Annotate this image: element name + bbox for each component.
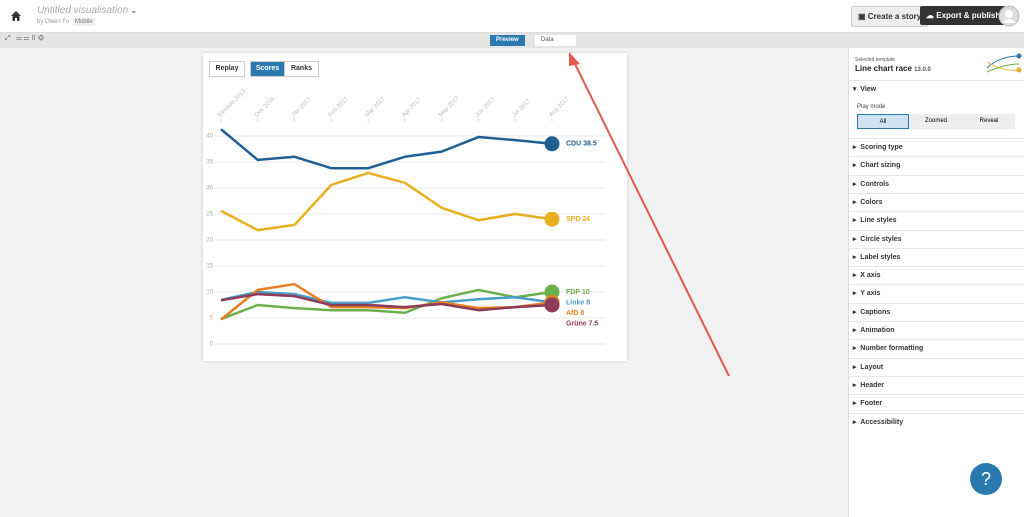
section-label: X axis	[860, 272, 881, 280]
series-line	[220, 292, 553, 312]
annotation-arrow	[569, 52, 730, 377]
y-tick-label: 10	[206, 290, 213, 296]
series-line	[220, 290, 553, 305]
section-label: Footer	[860, 400, 883, 408]
section-label: Label styles	[860, 253, 901, 261]
section-label: Y axis	[860, 290, 881, 298]
series-label: SPD 24	[566, 216, 590, 223]
panel-section[interactable]: ▸ Label styles	[849, 247, 1024, 267]
data-tab[interactable]: Data	[535, 35, 576, 46]
y-tick-label: 40	[206, 134, 213, 140]
series-line	[220, 288, 553, 321]
export-button[interactable]: ☁ Export & publish	[920, 6, 1007, 25]
create-story-button[interactable]: ▣ Create a story	[851, 6, 929, 27]
panel-section[interactable]: ▸ Circle styles	[849, 229, 1024, 249]
end-circle	[544, 297, 560, 313]
panel-section[interactable]: ▸ Line styles	[849, 211, 1024, 230]
series-label: Grüne 7.5	[566, 320, 598, 327]
panel-section[interactable]: ▸ Animation	[849, 321, 1024, 340]
help-button[interactable]: ?	[970, 463, 1002, 495]
y-tick-label: 25	[206, 212, 213, 218]
home-icon[interactable]	[10, 10, 22, 22]
end-circle	[544, 136, 560, 152]
section-label: Header	[860, 381, 885, 389]
section-label: Circle styles	[860, 235, 902, 243]
section-label: Colors	[860, 198, 883, 206]
dropdown[interactable]: ⌄	[130, 5, 138, 15]
section-label: Layout	[860, 363, 884, 371]
play-mode-option[interactable]: All	[857, 114, 909, 129]
control-button[interactable]: Scores	[250, 61, 285, 77]
panel-section[interactable]: ▸ Colors	[849, 192, 1024, 212]
play-mode-option[interactable]: Reveal	[979, 118, 999, 124]
view-section[interactable]: ▾ View	[849, 80, 1024, 99]
panel-section[interactable]: ▸ Chart sizing	[849, 156, 1024, 175]
series-label: AfD 8	[566, 310, 584, 317]
section-label: Accessibility	[860, 418, 904, 426]
y-tick-label: 5	[210, 316, 214, 322]
series-line	[220, 128, 553, 170]
template-name: Line chart race 13.0.0	[855, 64, 931, 73]
template-thumb	[986, 53, 1022, 73]
section-label: Animation	[860, 327, 895, 334]
toolbar: ⤢ ▭ ▭ ▯ ⚙ Preview Data	[0, 33, 1024, 48]
section-label: Controls	[860, 180, 890, 188]
section-label: Captions	[860, 308, 891, 316]
control-button[interactable]: Replay	[209, 61, 245, 77]
series-label: CDU 38.5	[566, 141, 597, 148]
y-tick-label: 30	[206, 186, 213, 192]
byline: by Owen Fo	[37, 19, 70, 25]
title[interactable]: Untitled visualisation	[37, 5, 129, 16]
play-mode-option[interactable]: Zoomed	[924, 118, 947, 124]
y-tick-label: 35	[206, 160, 213, 166]
section-label: Scoring type	[860, 144, 903, 151]
end-circle	[544, 284, 560, 300]
panel-section[interactable]: ▸ Scoring type	[849, 138, 1024, 157]
panel-section[interactable]: ▸ Layout	[849, 357, 1024, 377]
panel-section[interactable]: ▸ Captions	[849, 302, 1024, 322]
panel-section[interactable]: ▸ Controls	[849, 174, 1024, 194]
panel-section[interactable]: ▸ Number formatting	[849, 339, 1024, 358]
panel-section[interactable]: ▸ Header	[849, 375, 1024, 395]
template-label: Line chart race	[855, 64, 912, 73]
panel-section[interactable]: ▸ X axis	[849, 266, 1024, 285]
section-label: Chart sizing	[860, 162, 901, 170]
y-tick-label: 0	[210, 342, 214, 348]
panel-section[interactable]: ▸ Accessibility	[849, 412, 1024, 432]
button-label: Create a story	[867, 12, 922, 21]
preview-tab[interactable]: Preview	[490, 35, 525, 46]
button-label: Export & publish	[936, 11, 1001, 20]
y-tick-label: 20	[206, 238, 213, 244]
play-mode-switch: All Zoomed Reveal	[857, 114, 1015, 129]
settings-panel: Selected template Line chart race 13.0.0…	[848, 48, 1024, 517]
y-tick-label: 15	[206, 264, 213, 270]
play-mode-label: Play mode	[857, 104, 886, 110]
panel-section[interactable]: ▸ Y axis	[849, 284, 1024, 303]
device-icons[interactable]: ⤢ ▭ ▭ ▯ ⚙	[5, 35, 44, 42]
top-bar: Untitled visualisation ⌄ by Owen Fo Mobi…	[0, 0, 1024, 33]
avatar[interactable]	[998, 5, 1020, 27]
section-label: Number formatting	[860, 345, 924, 353]
series-label: FDP 10	[566, 289, 590, 296]
version: 13.0.0	[914, 67, 931, 73]
series-line	[220, 171, 553, 232]
panel-section[interactable]: ▸ Footer	[849, 394, 1024, 413]
end-circle	[544, 211, 560, 227]
series-label: Linke 8	[566, 299, 590, 306]
section-label: View	[860, 86, 877, 93]
section-label: Line styles	[860, 217, 897, 225]
badge: Mobile	[73, 18, 95, 26]
template-caption: Selected template	[855, 57, 896, 63]
control-button[interactable]: Ranks	[284, 61, 319, 77]
